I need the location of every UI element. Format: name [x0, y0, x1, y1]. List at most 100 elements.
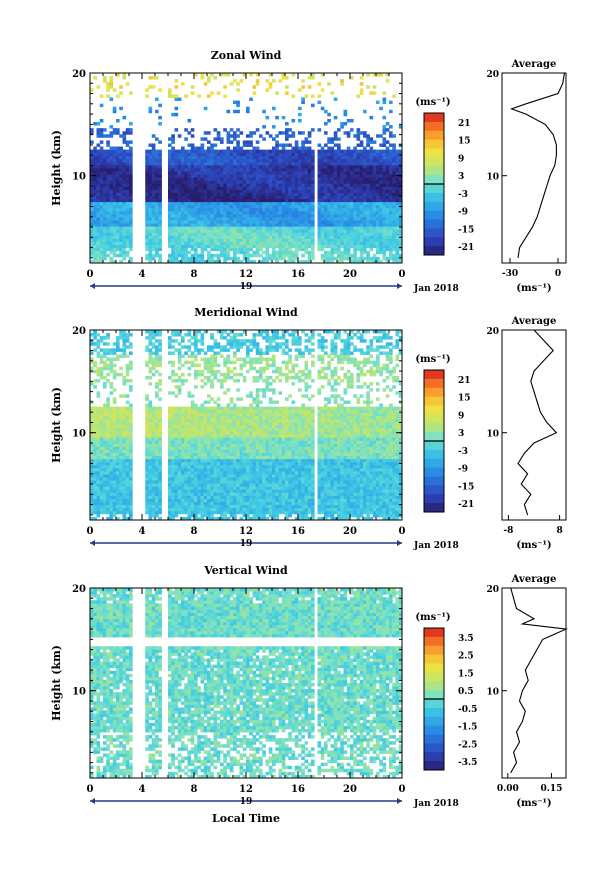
heatmap-cell — [246, 155, 250, 160]
heatmap-cell — [155, 360, 159, 365]
heatmap-cell — [145, 467, 149, 472]
heatmap-cell — [122, 207, 127, 212]
heatmap-cell — [330, 146, 335, 151]
heatmap-cell — [177, 452, 182, 457]
heatmap-cell — [385, 259, 390, 264]
heatmap-cell — [99, 226, 104, 230]
heatmap-cell — [197, 146, 201, 151]
heatmap-cell — [184, 351, 188, 355]
heatmap-cell — [155, 477, 159, 481]
heatmap-cell — [174, 155, 179, 160]
heatmap-cell — [177, 388, 182, 392]
heatmap-cell — [203, 217, 208, 221]
heatmap-cell — [236, 149, 240, 154]
heatmap-cell — [168, 467, 172, 472]
heatmap-cell — [112, 131, 117, 135]
heatmap-cell — [307, 238, 312, 242]
heatmap-cell — [155, 168, 159, 172]
heatmap-cell — [96, 492, 101, 496]
heatmap-cell — [376, 171, 380, 175]
heatmap-cell — [346, 244, 351, 249]
heatmap-cell — [168, 177, 172, 181]
heatmap-cell — [106, 241, 110, 246]
heatmap-cell — [265, 158, 270, 163]
heatmap-cell — [177, 174, 182, 178]
heatmap-cell — [207, 210, 211, 215]
heatmap-cell — [216, 238, 221, 242]
heatmap-cell — [106, 504, 110, 509]
heatmap-cell — [103, 437, 107, 441]
heatmap-cell — [298, 168, 302, 172]
heatmap-cell — [275, 171, 279, 175]
heatmap-cell — [96, 198, 101, 203]
heatmap-cell — [353, 152, 357, 157]
heatmap-cell — [184, 333, 188, 337]
heatmap-cell — [90, 186, 94, 190]
heatmap-cell — [177, 498, 182, 503]
heatmap-cell — [350, 213, 354, 218]
heatmap-cell — [307, 235, 312, 239]
heatmap-cell — [242, 217, 247, 221]
heatmap-cell — [99, 339, 104, 343]
heatmap-cell — [122, 418, 127, 423]
heatmap-cell — [116, 449, 120, 453]
heatmap-cell — [158, 232, 162, 236]
heatmap-cell — [112, 109, 117, 114]
heatmap-cell — [90, 217, 94, 221]
heatmap-cell — [369, 171, 374, 175]
heatmap-cell — [359, 168, 364, 172]
heatmap-cell — [379, 177, 383, 181]
heatmap-cell — [346, 235, 351, 239]
heatmap-cell — [125, 171, 130, 175]
heatmap-cell — [272, 213, 276, 218]
heatmap-cell — [346, 198, 351, 203]
heatmap-cell — [109, 247, 114, 252]
heatmap-cell — [171, 168, 175, 172]
heatmap-cell — [119, 336, 123, 340]
heatmap-cell — [151, 201, 156, 206]
colorbar-swatch — [424, 201, 444, 212]
heatmap-cell — [93, 446, 97, 450]
heatmap-cell — [350, 220, 354, 224]
heatmap-cell — [90, 516, 94, 521]
heatmap-cell — [285, 250, 289, 255]
heatmap-cell — [207, 226, 211, 230]
heatmap-cell — [181, 171, 185, 175]
heatmap-cell — [187, 244, 192, 249]
heatmap-cell — [151, 474, 156, 478]
heatmap-cell — [385, 189, 390, 193]
heatmap-cell — [223, 192, 227, 196]
heatmap-cell — [320, 210, 325, 215]
heatmap-cell — [158, 259, 162, 264]
heatmap-cell — [168, 483, 172, 487]
heatmap-cell — [129, 235, 133, 239]
heatmap-cell — [99, 174, 104, 178]
heatmap-cell — [340, 217, 344, 221]
heatmap-cell — [239, 186, 244, 190]
heatmap-cell — [194, 498, 198, 503]
heatmap-cell — [184, 161, 188, 166]
heatmap-cell — [392, 259, 396, 264]
heatmap-cell — [96, 342, 101, 346]
heatmap-cell — [109, 357, 114, 362]
heatmap-cell — [122, 330, 127, 334]
heatmap-cell — [311, 220, 315, 224]
heatmap-cell — [233, 232, 237, 236]
heatmap-cell — [122, 115, 127, 120]
heatmap-cell — [194, 155, 198, 160]
heatmap-cell — [213, 192, 218, 196]
heatmap-cell — [327, 210, 331, 215]
heatmap-cell — [129, 464, 133, 469]
heatmap-cell — [379, 168, 383, 172]
heatmap-cell — [265, 229, 270, 233]
heatmap-cell — [246, 158, 250, 163]
heatmap-cell — [337, 207, 341, 212]
heatmap-cell — [207, 192, 211, 196]
heatmap-cell — [246, 171, 250, 175]
heatmap-cell — [151, 253, 156, 258]
heatmap-cell — [129, 501, 133, 506]
heatmap-cell — [307, 192, 312, 196]
heatmap-cell — [379, 241, 383, 246]
heatmap-cell — [249, 223, 253, 227]
